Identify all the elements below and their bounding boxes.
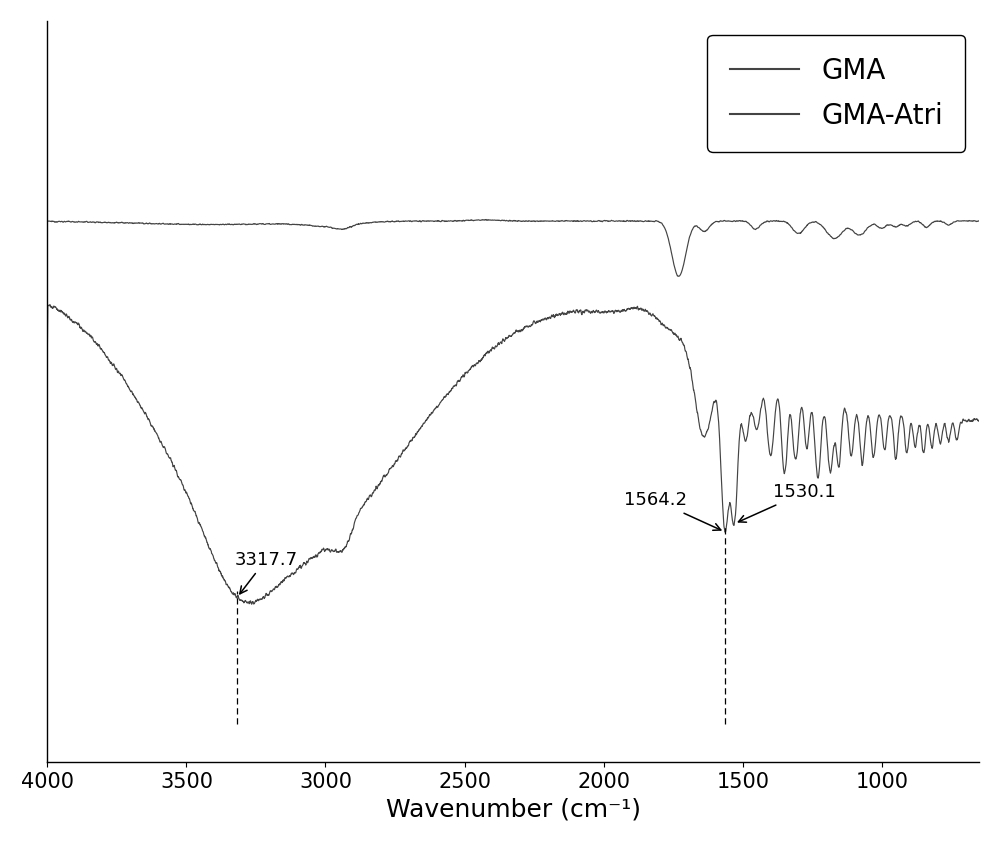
Text: 3317.7: 3317.7 [235,551,298,594]
GMA [480,215,492,225]
GMA-Atri [246,600,258,610]
Text: 1564.2: 1564.2 [624,492,721,530]
GMA-Atri [44,300,56,310]
GMA-Atri [719,525,731,535]
GMA-Atri [433,399,445,409]
GMA [41,216,53,226]
GMA-Atri [899,429,911,439]
GMA [973,216,985,226]
GMA-Atri [973,416,985,426]
GMA-Atri [485,345,497,355]
GMA-Atri [945,425,957,435]
GMA [945,219,957,229]
Line: GMA-Atri: GMA-Atri [47,305,979,605]
GMA-Atri [41,347,53,357]
GMA [433,216,445,226]
Line: GMA: GMA [47,220,979,276]
GMA [673,271,685,281]
GMA [719,216,731,226]
GMA [899,221,911,231]
X-axis label: Wavenumber (cm⁻¹): Wavenumber (cm⁻¹) [386,797,641,821]
GMA [440,216,452,226]
Text: 1530.1: 1530.1 [738,483,836,522]
Legend: GMA, GMA-Atri: GMA, GMA-Atri [707,35,965,152]
GMA [484,215,496,225]
GMA-Atri [441,389,453,399]
